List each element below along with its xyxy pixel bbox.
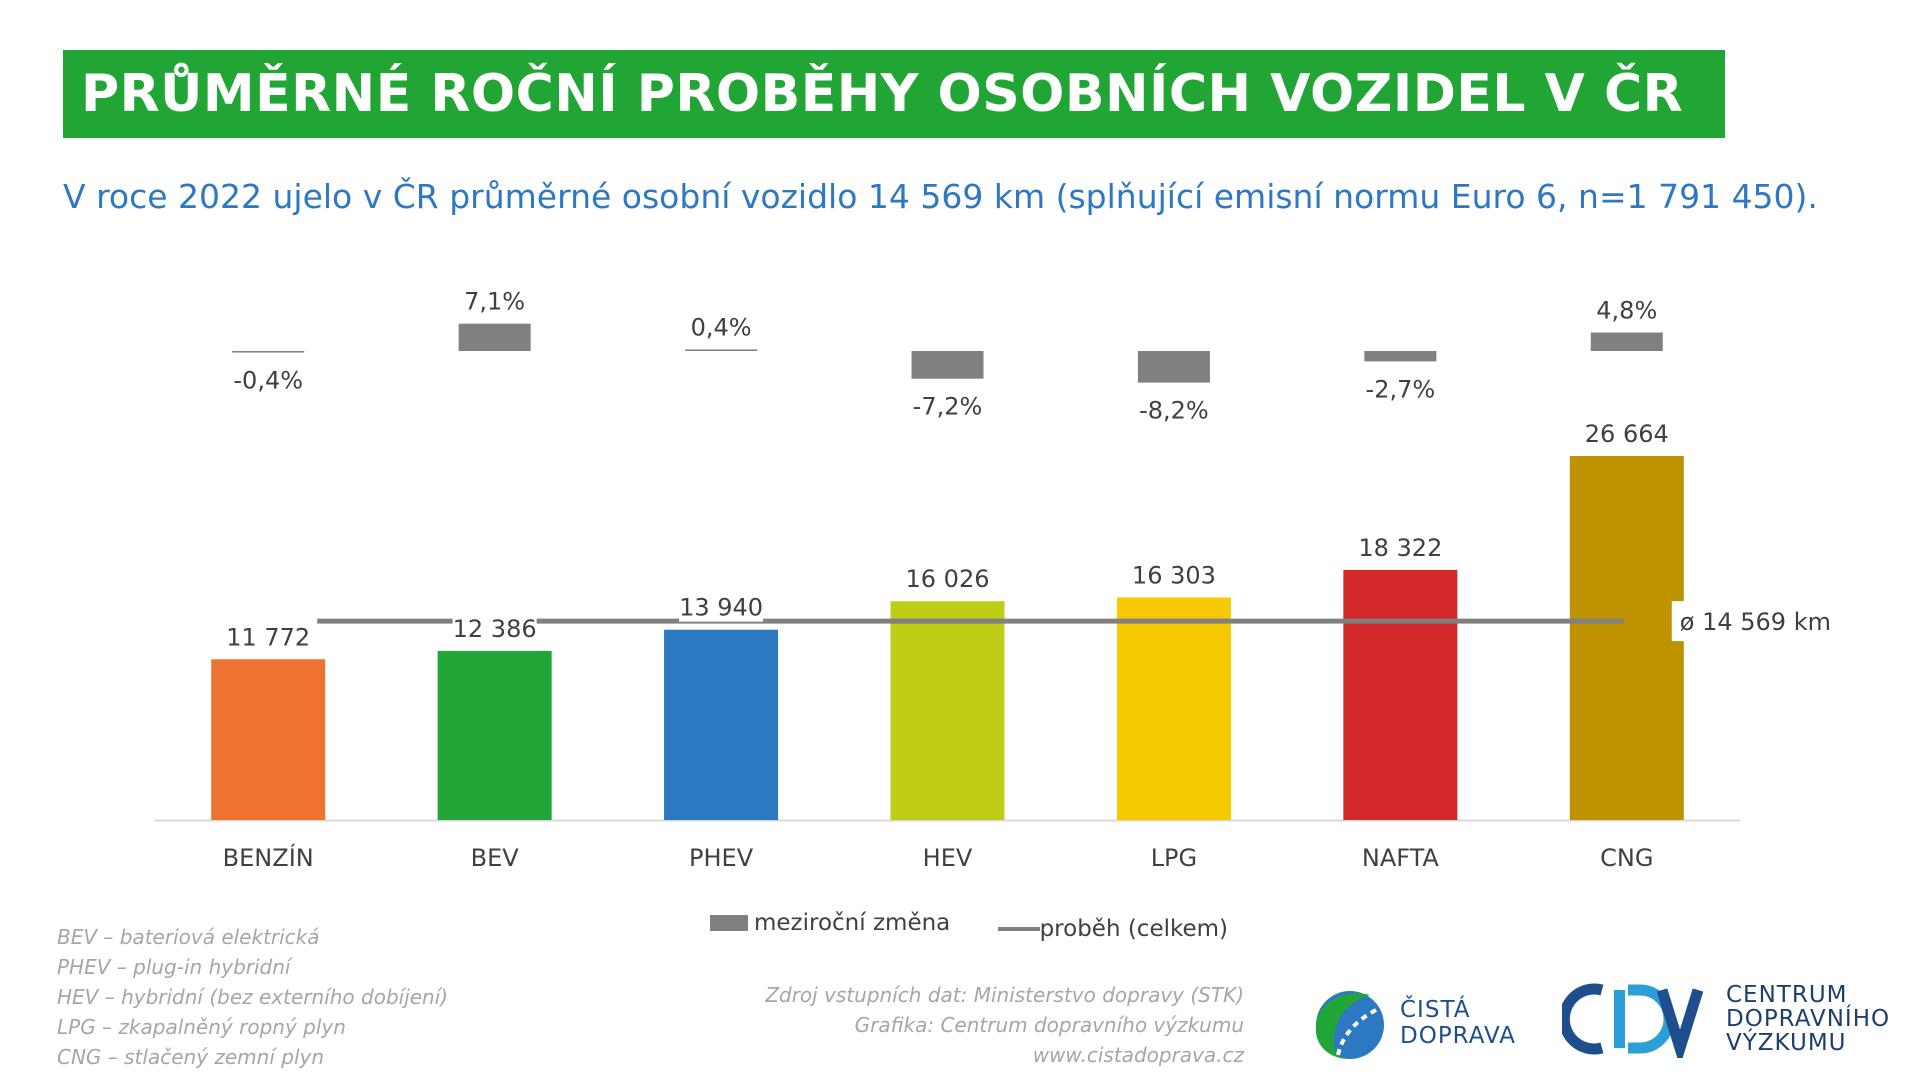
x-tick-label: BENZÍN — [223, 843, 314, 872]
bar-value-label-bg — [452, 610, 537, 643]
bar-value-label: 18 322 — [1358, 534, 1442, 562]
change-bar-phev — [685, 349, 758, 351]
bar-value-label-bg — [905, 561, 990, 594]
cista-doprava-wordmark: ČISTÁ DOPRAVA — [1400, 997, 1516, 1049]
legend-label-total: proběh (celkem) — [1039, 916, 1229, 942]
change-value-label: 7,1% — [464, 288, 525, 316]
bar-value-label-bg — [1131, 557, 1216, 590]
bar-chart: 11 772 12 386 13 940 16 026 16 303 18 322 26 6… — [155, 288, 1831, 872]
cdv-logo: CENTRUM DOPRAVNÍHO VÝZKUMU — [1562, 980, 1890, 1058]
bar-value-label: 13 940 — [679, 594, 763, 622]
cdv-wordmark: CENTRUM DOPRAVNÍHO VÝZKUMU — [1726, 983, 1890, 1055]
change-value-label: -2,7% — [1366, 375, 1436, 403]
x-tick-label: CNG — [1600, 844, 1653, 872]
bar-value-label: 16 026 — [906, 565, 990, 593]
average-label: ø 14 569 km — [1680, 608, 1831, 636]
cdv-icon — [1562, 983, 1704, 1058]
bar-value-label-bg — [679, 589, 764, 622]
x-tick-label: NAFTA — [1362, 844, 1440, 872]
x-tick-label: HEV — [923, 844, 973, 872]
abbreviation-item: CNG – stlačený zemní plyn — [57, 1045, 325, 1069]
logo-text-line: CENTRUM — [1726, 982, 1848, 1008]
source-notes: Zdroj vstupních dat: Ministerstvo doprav… — [765, 980, 1244, 1070]
change-bar-nafta — [1364, 351, 1437, 362]
bar-phev — [664, 629, 779, 820]
legend-swatch-change — [710, 915, 748, 931]
abbreviation-item: BEV – bateriová elektrická — [57, 925, 320, 949]
change-bar-cng — [1590, 332, 1663, 351]
website-link[interactable]: www.cistadoprava.cz — [1032, 1043, 1244, 1067]
logo-text-line: VÝZKUMU — [1726, 1030, 1847, 1056]
chart-subtitle: V roce 2022 ujelo v ČR průměrné osobní v… — [63, 177, 1818, 216]
change-bar-lpg — [1137, 351, 1210, 383]
x-tick-label: BEV — [471, 844, 520, 872]
average-label-bg — [1671, 601, 1692, 642]
cista-doprava-logo: ČISTÁ DOPRAVA — [1308, 985, 1516, 1061]
change-bar-benzín — [232, 351, 305, 353]
legend-item-total: proběh (celkem) — [997, 916, 1229, 942]
change-value-label: -8,2% — [1139, 397, 1209, 425]
graphics-line: Grafika: Centrum dopravního výzkumu — [854, 1013, 1244, 1037]
bar-value-label-bg — [1584, 416, 1669, 448]
x-tick-label: PHEV — [689, 844, 754, 872]
logo-text-line: DOPRAVA — [1400, 1023, 1516, 1049]
change-bar-bev — [458, 323, 531, 351]
change-value-label: -7,2% — [913, 393, 983, 421]
bar-lpg — [1116, 597, 1231, 820]
change-value-label: 0,4% — [691, 313, 752, 341]
bar-value-label: 12 386 — [453, 615, 537, 643]
page-title: PRŮMĚRNÉ ROČNÍ PROBĚHY OSOBNÍCH VOZIDEL … — [63, 50, 1725, 138]
legend-item-change: meziroční změna — [710, 910, 950, 936]
bar-value-label: 26 664 — [1585, 420, 1669, 448]
change-value-label: 4,8% — [1596, 297, 1657, 325]
change-value-label: -0,4% — [233, 367, 303, 395]
abbreviation-item: HEV – hybridní (bez externího dobíjení) — [57, 985, 449, 1009]
bar-benzín — [211, 659, 326, 820]
bar-value-label: 16 303 — [1132, 561, 1216, 589]
bar-value-label: 11 772 — [226, 623, 310, 651]
abbreviation-item: PHEV – plug-in hybridní — [57, 955, 291, 979]
chart-legend: meziroční změna proběh (celkem) — [710, 910, 1268, 942]
cista-doprava-icon — [1315, 991, 1384, 1059]
logo-text-line: ČISTÁ — [1400, 997, 1471, 1023]
abbreviation-item: LPG – zkapalněný ropný plyn — [57, 1015, 346, 1039]
bar-value-label-bg — [226, 619, 311, 652]
change-bar-hev — [911, 351, 984, 379]
bar-nafta — [1343, 569, 1458, 820]
logo-text-line: DOPRAVNÍHO — [1726, 1006, 1891, 1032]
legend-label-change: meziroční změna — [754, 910, 951, 936]
source-line: Zdroj vstupních dat: Ministerstvo doprav… — [765, 983, 1244, 1007]
bar-hev — [890, 601, 1005, 820]
abbreviations-list: BEV – bateriová elektrická PHEV – plug-i… — [57, 922, 448, 1072]
bar-cng — [1569, 456, 1684, 820]
x-tick-label: LPG — [1151, 844, 1197, 872]
legend-line-total — [997, 927, 1040, 931]
bar-value-label-bg — [1358, 529, 1443, 562]
bar-bev — [437, 650, 552, 820]
